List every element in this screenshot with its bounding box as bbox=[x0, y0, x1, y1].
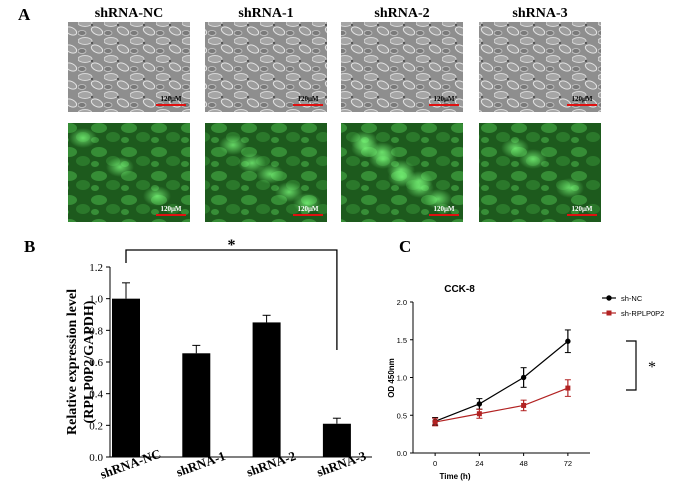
y-tick-label: 0.4 bbox=[89, 389, 103, 401]
marker bbox=[565, 338, 571, 344]
marker bbox=[606, 295, 612, 301]
x-axis-label: Time (h) bbox=[440, 472, 471, 481]
bar bbox=[182, 353, 211, 457]
x-tick-label: 24 bbox=[475, 459, 483, 468]
legend-label: sh-RPLP0P2 bbox=[621, 309, 664, 318]
scale-bar-label: 120μM bbox=[433, 205, 454, 213]
y-tick-label: 2.0 bbox=[397, 298, 407, 307]
panel-label: B bbox=[24, 237, 35, 256]
significance-bracket bbox=[626, 340, 637, 391]
marker bbox=[432, 419, 438, 425]
scale-bar-label: 120μM bbox=[571, 95, 592, 103]
chart-title: CCK-8 bbox=[444, 284, 475, 295]
marker bbox=[476, 401, 483, 407]
cell-glow bbox=[556, 178, 584, 198]
y-tick-label: 0.0 bbox=[397, 449, 407, 458]
y-tick-label: 0.8 bbox=[89, 325, 103, 337]
cell-glow bbox=[143, 186, 171, 206]
bar bbox=[112, 298, 140, 457]
cell-glow bbox=[351, 138, 379, 158]
x-tick-label: 48 bbox=[519, 459, 527, 468]
bar bbox=[252, 322, 281, 457]
y-tick-label: 1.0 bbox=[397, 374, 407, 383]
significance-label: * bbox=[227, 237, 235, 254]
y-axis-label: (RPLP0P2/GAPDH) bbox=[82, 300, 97, 423]
marker bbox=[565, 385, 571, 391]
cell-glow bbox=[238, 153, 266, 173]
cell-glow bbox=[388, 167, 416, 187]
scale-bar-label: 120μM bbox=[297, 95, 318, 103]
y-axis-label: Relative expression level bbox=[65, 289, 80, 435]
marker bbox=[476, 411, 482, 417]
cell-glow bbox=[219, 135, 247, 155]
y-tick-label: 1.5 bbox=[397, 336, 407, 345]
series-line bbox=[434, 340, 569, 422]
y-tick-label: 1.0 bbox=[89, 294, 103, 306]
column-label: shRNA-3 bbox=[512, 6, 567, 21]
significance-bracket bbox=[125, 249, 338, 350]
y-axis-label: OD 450nm bbox=[387, 358, 396, 398]
y-tick-label: 0.5 bbox=[397, 411, 407, 420]
y-tick-label: 0.6 bbox=[89, 357, 103, 369]
panel-label: A bbox=[18, 5, 31, 24]
marker bbox=[520, 374, 527, 381]
y-tick-label: 0.2 bbox=[89, 420, 103, 432]
scale-bar-label: 120μM bbox=[160, 205, 181, 213]
x-tick-label: 72 bbox=[564, 459, 572, 468]
micrograph bbox=[341, 22, 463, 112]
cell-glow bbox=[275, 182, 303, 202]
cell-glow bbox=[69, 128, 97, 148]
cell-glow bbox=[106, 157, 134, 177]
column-label: shRNA-2 bbox=[374, 6, 429, 21]
y-tick-label: 1.2 bbox=[89, 262, 103, 274]
bar bbox=[322, 423, 351, 457]
column-label: shRNA-NC bbox=[95, 6, 163, 21]
micrograph bbox=[479, 22, 601, 112]
legend-label: sh-NC bbox=[621, 294, 643, 303]
cell-glow bbox=[501, 138, 529, 158]
series-line bbox=[435, 387, 569, 423]
micrograph bbox=[479, 123, 601, 222]
micrograph bbox=[68, 22, 190, 112]
scale-bar-label: 120μM bbox=[433, 95, 454, 103]
micrograph bbox=[205, 22, 327, 112]
panel-label: C bbox=[399, 237, 411, 256]
significance-label: * bbox=[648, 359, 656, 376]
marker bbox=[606, 310, 612, 316]
x-tick-label: 0 bbox=[433, 459, 437, 468]
marker bbox=[521, 402, 527, 408]
column-label: shRNA-1 bbox=[238, 6, 293, 21]
scale-bar-label: 120μM bbox=[160, 95, 181, 103]
y-tick-label: 0.0 bbox=[89, 452, 103, 464]
scale-bar-label: 120μM bbox=[297, 205, 318, 213]
scale-bar-label: 120μM bbox=[571, 205, 592, 213]
